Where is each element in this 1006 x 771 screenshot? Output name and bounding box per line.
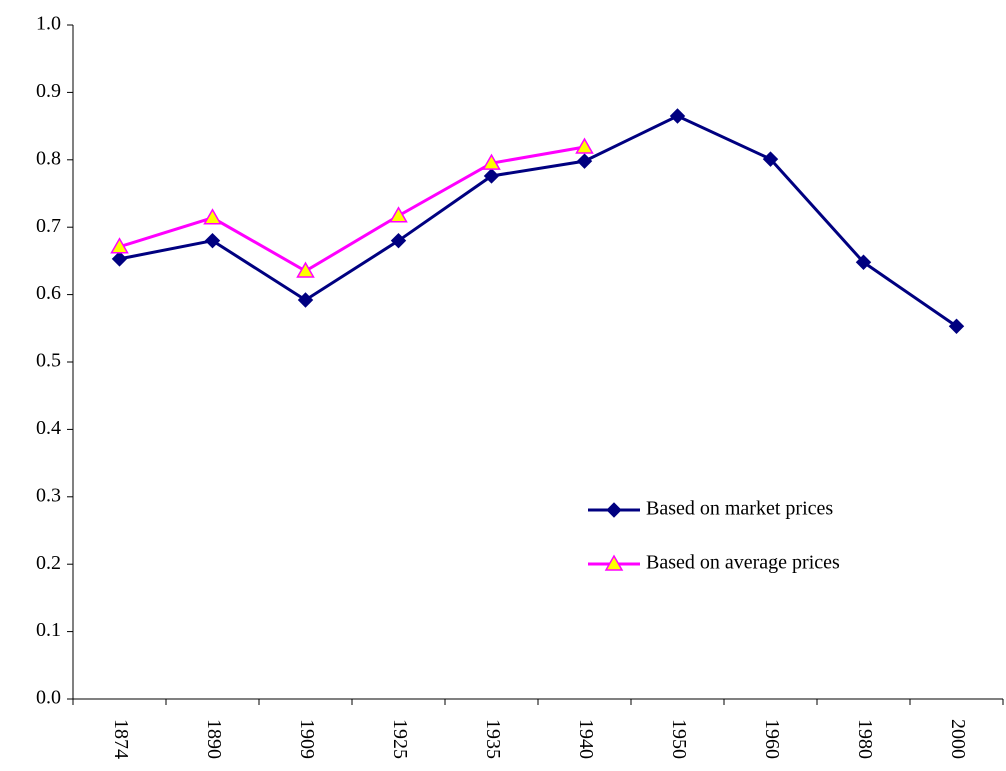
x-tick-label: 1960 [761,719,783,759]
marker [482,153,501,170]
y-tick-label: 0.4 [36,417,61,439]
marker [483,168,500,184]
marker [576,153,593,169]
series-line [119,114,958,328]
marker [390,232,407,249]
x-tick-label: 1874 [110,719,132,759]
x-tick-label: 1935 [482,719,504,759]
y-tick-label: 0.1 [36,619,61,641]
marker [297,292,314,308]
marker [204,232,221,249]
marker [203,208,222,225]
marker [669,108,686,124]
y-tick-label: 0.8 [36,147,61,169]
y-tick-label: 0.7 [36,215,61,237]
x-tick-label: 1890 [203,719,225,759]
marker [575,137,594,154]
marker [110,237,129,254]
x-tick-label: 1980 [854,719,876,759]
marker [389,206,408,223]
y-tick-label: 0.6 [36,282,61,304]
x-tick-label: 1909 [296,719,318,759]
marker [606,502,622,518]
x-tick-label: 1925 [389,719,411,759]
x-tick-label: 2000 [947,719,969,759]
series-line [119,145,585,273]
y-tick-label: 0.5 [36,350,61,372]
y-tick-label: 1.0 [36,13,61,35]
marker [604,554,624,571]
y-tick-label: 0.9 [36,80,61,102]
marker [111,251,128,267]
y-tick-label: 0.2 [36,552,61,574]
marker [762,151,779,167]
legend-label: Based on market prices [646,498,833,520]
y-tick-label: 0.0 [36,687,61,709]
marker [296,261,315,278]
legend-label: Based on average prices [646,552,840,574]
x-tick-label: 1950 [668,719,690,759]
x-tick-label: 1940 [575,719,597,759]
marker [855,254,872,270]
marker [948,318,965,334]
y-tick-label: 0.3 [36,484,61,506]
